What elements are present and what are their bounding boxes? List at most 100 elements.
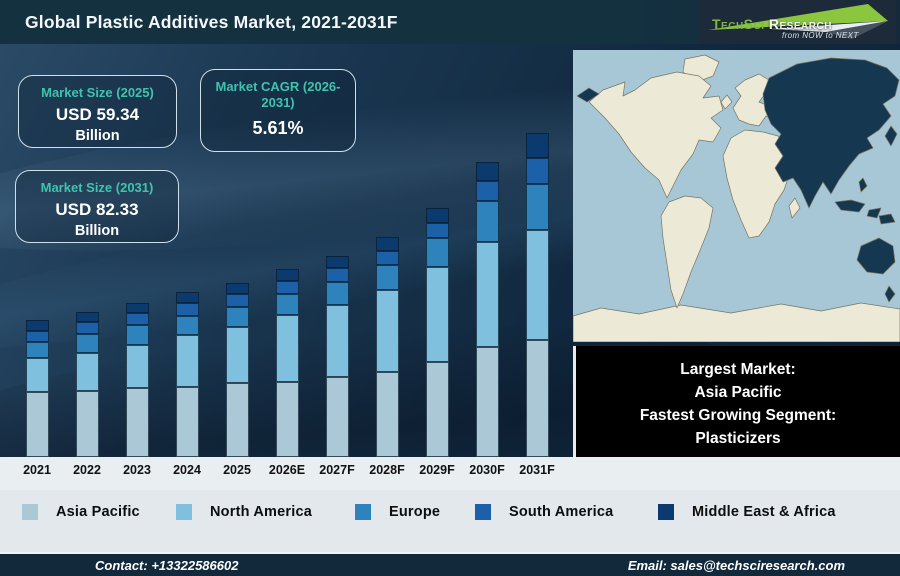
legend-label: South America bbox=[509, 504, 614, 520]
bar-segment-north-america bbox=[25, 358, 49, 392]
axis-label-2028F: 2028F bbox=[369, 463, 405, 477]
bar-segment-south-america bbox=[275, 281, 299, 294]
region-japan-highlight bbox=[884, 125, 898, 147]
bar-segment-europe bbox=[425, 238, 449, 267]
bar-segment-europe bbox=[75, 334, 99, 353]
legend-swatch bbox=[22, 504, 38, 520]
logo-arrow-icon bbox=[708, 4, 888, 39]
axis-label-2025: 2025 bbox=[223, 463, 251, 477]
stat-unit: Billion bbox=[74, 223, 120, 240]
bar-segment-middle-east-africa bbox=[175, 292, 199, 303]
bar-segment-south-america bbox=[125, 313, 149, 325]
bar-segment-asia-pacific bbox=[525, 340, 549, 457]
bar-segment-asia-pacific bbox=[175, 387, 199, 457]
region-philippines-highlight bbox=[858, 177, 868, 193]
axis-label-2022: 2022 bbox=[73, 463, 101, 477]
legend-swatch bbox=[176, 504, 192, 520]
bar-segment-south-america bbox=[75, 322, 99, 334]
x-axis: 2021 2022 2023 2024 2025 2026E 2027F 2028F 2029F… bbox=[0, 457, 900, 490]
axis-label-2029F: 2029F bbox=[419, 463, 455, 477]
bar-segment-south-america bbox=[25, 331, 49, 342]
bar-2027F bbox=[325, 256, 349, 457]
bar-2026E bbox=[275, 269, 299, 457]
techsci-logo: TechSci Research from NOW to NEXT bbox=[700, 0, 896, 44]
stat-label: Market CAGR (2026-2031) bbox=[215, 79, 341, 111]
bar-segment-asia-pacific bbox=[225, 383, 249, 457]
legend-label: Middle East & Africa bbox=[692, 504, 836, 520]
region-asia-pacific-highlight bbox=[762, 57, 900, 209]
bar-segment-asia-pacific bbox=[325, 377, 349, 457]
bar-2022 bbox=[75, 312, 99, 457]
axis-label-2024: 2024 bbox=[173, 463, 201, 477]
bar-2028F bbox=[375, 237, 399, 457]
stacked-bar-chart bbox=[0, 44, 573, 457]
legend-swatch bbox=[475, 504, 491, 520]
stat-unit: Billion bbox=[75, 128, 120, 145]
bar-segment-europe bbox=[25, 342, 49, 358]
footer-bar: Contact: +13322586602 Email: sales@techs… bbox=[0, 552, 900, 576]
legend-item-south-america: South America bbox=[475, 504, 613, 520]
bar-segment-north-america bbox=[75, 353, 99, 391]
bar-segment-north-america bbox=[475, 242, 499, 347]
market-cagr-card: Market CAGR (2026-2031) 5.61% bbox=[200, 69, 356, 152]
page-title: Global Plastic Additives Market, 2021-20… bbox=[25, 12, 398, 32]
bar-segment-asia-pacific bbox=[475, 347, 499, 457]
stat-value: 5.61% bbox=[252, 117, 304, 138]
bar-segment-middle-east-africa bbox=[225, 283, 249, 294]
bar-segment-asia-pacific bbox=[275, 382, 299, 457]
bar-segment-europe bbox=[225, 307, 249, 327]
bar-segment-asia-pacific bbox=[425, 362, 449, 457]
legend-swatch bbox=[355, 504, 371, 520]
email-text: Email: sales@techsciresearch.com bbox=[627, 557, 845, 573]
market-callout-box: Largest Market: Asia Pacific Fastest Gro… bbox=[573, 346, 900, 457]
bar-segment-middle-east-africa bbox=[475, 162, 499, 181]
header-bar: Global Plastic Additives Market, 2021-20… bbox=[0, 0, 900, 44]
axis-label-2021: 2021 bbox=[23, 463, 51, 477]
bar-segment-europe bbox=[475, 201, 499, 242]
bar-segment-asia-pacific bbox=[375, 372, 399, 457]
bar-segment-middle-east-africa bbox=[25, 320, 49, 331]
legend-label: North America bbox=[210, 504, 312, 520]
bar-segment-europe bbox=[125, 325, 149, 345]
region-indonesia-highlight bbox=[834, 199, 866, 213]
bar-segment-europe bbox=[525, 184, 549, 230]
stat-label: Market Size (2025) bbox=[41, 85, 154, 100]
region-africa bbox=[722, 129, 791, 239]
axis-label-2030F: 2030F bbox=[469, 463, 505, 477]
bar-segment-middle-east-africa bbox=[125, 303, 149, 313]
bar-2029F bbox=[425, 208, 449, 457]
bar-segment-south-america bbox=[325, 268, 349, 282]
bar-segment-europe bbox=[325, 282, 349, 305]
bar-segment-europe bbox=[175, 316, 199, 335]
stat-label: Market Size (2031) bbox=[40, 180, 154, 195]
region-south-america bbox=[660, 195, 714, 309]
logo-brand-secondary: Research bbox=[768, 16, 832, 32]
bar-2025 bbox=[225, 283, 249, 457]
region-indonesia-highlight bbox=[866, 207, 882, 219]
stat-value: USD 59.34 bbox=[55, 105, 140, 125]
region-uk bbox=[720, 94, 733, 110]
logo-tagline: from NOW to NEXT bbox=[782, 31, 859, 40]
bar-segment-north-america bbox=[375, 290, 399, 372]
bar-segment-north-america bbox=[125, 345, 149, 388]
callout-line: Largest Market: bbox=[680, 361, 796, 378]
bar-segment-middle-east-africa bbox=[525, 133, 549, 158]
bar-segment-north-america bbox=[525, 230, 549, 340]
bar-2030F bbox=[475, 162, 499, 457]
region-australia-highlight bbox=[856, 237, 896, 275]
bar-segment-asia-pacific bbox=[125, 388, 149, 457]
bar-segment-north-america bbox=[175, 335, 199, 387]
axis-label-2027F: 2027F bbox=[319, 463, 355, 477]
bar-segment-middle-east-africa bbox=[75, 312, 99, 322]
legend-item-asia-pacific: Asia Pacific bbox=[22, 504, 140, 520]
bar-segment-north-america bbox=[225, 327, 249, 383]
bar-segment-south-america bbox=[225, 294, 249, 307]
bar-segment-middle-east-africa bbox=[275, 269, 299, 281]
market-size-2031-card: Market Size (2031) USD 82.33 Billion bbox=[15, 170, 179, 243]
bar-segment-south-america bbox=[175, 303, 199, 316]
bar-segment-south-america bbox=[425, 223, 449, 238]
bar-segment-middle-east-africa bbox=[375, 237, 399, 251]
legend-swatch bbox=[658, 504, 674, 520]
bar-segment-north-america bbox=[425, 267, 449, 362]
